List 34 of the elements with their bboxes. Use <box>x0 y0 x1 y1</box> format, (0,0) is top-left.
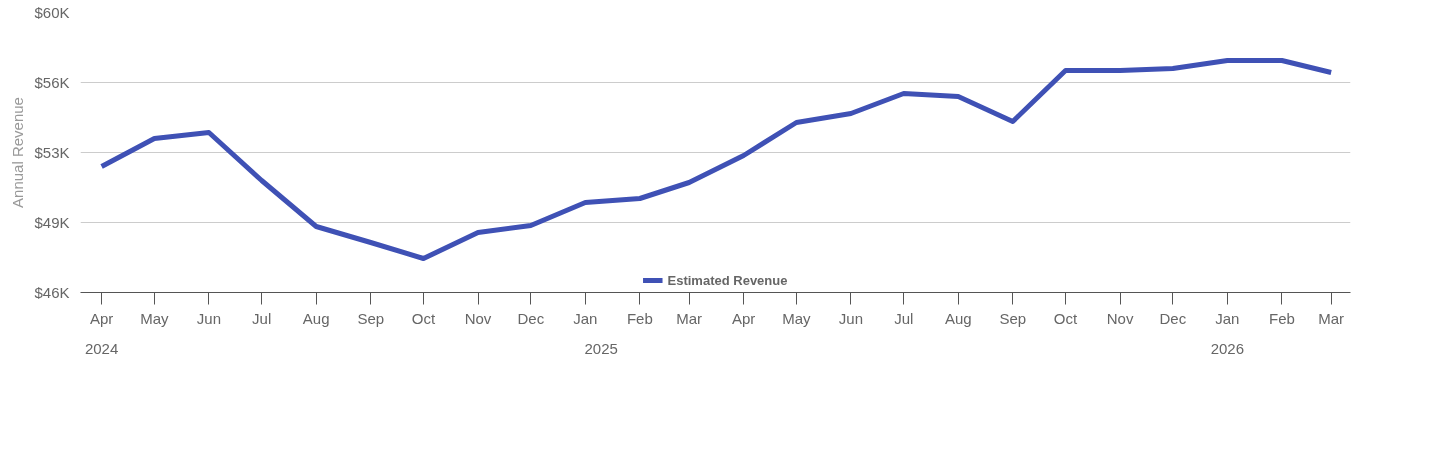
x-tick-label: Nov <box>1106 309 1134 327</box>
x2-tick-label: 2025 <box>584 339 618 357</box>
x-tick-label: Jun <box>196 309 221 327</box>
x-tick-label: Sep <box>999 309 1027 327</box>
x-tick-label: Aug <box>944 309 972 327</box>
x-tick-label: Nov <box>464 309 492 327</box>
x-tick-label: Oct <box>1053 309 1079 327</box>
x-tick-label: Dec <box>1159 309 1187 327</box>
y-axis-title: Annual Revenue <box>9 97 27 208</box>
x-tick-label: Feb <box>1268 309 1295 327</box>
x-tick-label: Feb <box>626 309 653 327</box>
x-tick-label: Dec <box>517 309 545 327</box>
legend-label: Estimated Revenue <box>667 272 788 288</box>
x-tick-label: Apr <box>89 309 114 327</box>
x-tick-label: Jan <box>1215 309 1240 327</box>
y-tick-label: $60K <box>34 4 70 21</box>
x-tick-label: Apr <box>731 309 756 327</box>
y-tick-label: $56K <box>34 74 70 91</box>
y-tick-label: $46K <box>34 284 70 301</box>
x-tick-label: Mar <box>676 309 703 327</box>
x-tick-label: Jul <box>252 309 272 327</box>
x2-tick-label: 2026 <box>1210 339 1245 357</box>
x-tick-label: Mar <box>1318 309 1345 327</box>
x-tick-label: Jun <box>838 309 864 327</box>
x-tick-label: Jan <box>573 309 598 327</box>
x-tick-label: Sep <box>357 309 385 327</box>
y-tick-label: $53K <box>34 144 70 161</box>
x2-tick-label: 2024 <box>84 339 119 357</box>
x-tick-label: Jul <box>894 309 914 327</box>
x-tick-label: Aug <box>302 309 330 327</box>
y-tick-label: $49K <box>34 214 70 231</box>
x-tick-label: Oct <box>411 309 437 327</box>
x-tick-label: May <box>140 309 170 327</box>
x-tick-label: May <box>782 309 812 327</box>
